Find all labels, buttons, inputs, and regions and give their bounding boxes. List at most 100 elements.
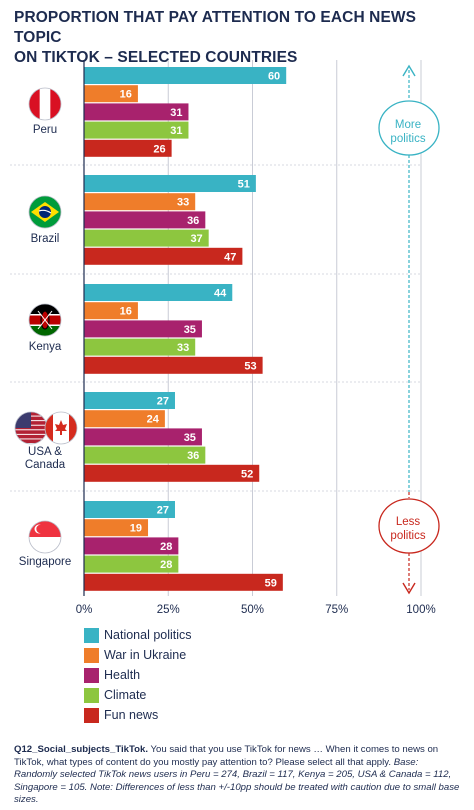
bar-value-label: 33 bbox=[177, 197, 189, 209]
question-text: You said that you use TikTok for news … … bbox=[14, 744, 439, 768]
bar bbox=[84, 284, 233, 301]
bar-value-label: 19 bbox=[130, 523, 142, 535]
bar bbox=[84, 211, 206, 229]
bar bbox=[84, 103, 189, 121]
bar bbox=[84, 139, 172, 157]
chart-title-line-2: ON TIKTOK – SELECTED COUNTRIES bbox=[14, 49, 298, 66]
bar-value-label: 27 bbox=[157, 396, 169, 408]
less-politics-label: Less politics bbox=[384, 515, 432, 543]
more-politics-label: More politics bbox=[384, 118, 432, 146]
bar bbox=[84, 302, 138, 320]
country-label: Kenya bbox=[20, 341, 70, 354]
country-label-line: Brazil bbox=[30, 233, 60, 245]
country-label: USA & Canada bbox=[20, 446, 70, 472]
bar-chart: 0% 25% 50% 75% 100% 60 16 31 31 26 51 33 36 37 47 44 16 3… bbox=[10, 60, 440, 616]
country-label-line: Canada bbox=[24, 459, 66, 471]
legend-swatch bbox=[84, 688, 99, 703]
more-politics-line-2: politics bbox=[390, 133, 426, 145]
bar-value-label: 28 bbox=[160, 541, 172, 553]
legend-label: Fun news bbox=[104, 708, 159, 722]
bar bbox=[84, 356, 263, 374]
x-tick-label: 25% bbox=[157, 604, 180, 616]
country-label-line: Singapore bbox=[18, 556, 72, 568]
legend-swatch bbox=[84, 668, 99, 683]
bar-value-label: 52 bbox=[241, 468, 253, 480]
bar-value-label: 33 bbox=[177, 342, 189, 354]
bar bbox=[84, 555, 179, 573]
bar-value-label: 28 bbox=[160, 559, 172, 571]
bar-value-label: 24 bbox=[147, 414, 160, 426]
bar bbox=[84, 446, 206, 464]
bar-value-label: 27 bbox=[157, 505, 169, 517]
bar-value-label: 53 bbox=[244, 360, 256, 372]
bar-value-label: 51 bbox=[238, 179, 250, 191]
bar-value-label: 59 bbox=[265, 577, 277, 589]
x-tick-label: 0% bbox=[76, 604, 93, 616]
peru-flag-icon bbox=[29, 88, 61, 120]
country-label-line: USA & bbox=[28, 446, 62, 458]
bar-value-label: 31 bbox=[170, 107, 182, 119]
bar-value-label: 35 bbox=[184, 432, 196, 444]
bar bbox=[84, 320, 202, 338]
bar bbox=[84, 193, 196, 211]
flag-border bbox=[44, 411, 78, 445]
singapore-flag-icon bbox=[29, 521, 61, 553]
chart-title: PROPORTION THAT PAY ATTENTION TO EACH NE… bbox=[14, 8, 464, 68]
legend-label: Health bbox=[104, 668, 141, 682]
bar bbox=[84, 121, 189, 139]
flag-border bbox=[28, 87, 62, 121]
bar bbox=[84, 410, 165, 428]
less-politics-line-2: politics bbox=[390, 530, 426, 542]
base-note: Base: Randomly selected TikTok news user… bbox=[14, 756, 460, 806]
bar bbox=[84, 428, 202, 446]
bar-value-label: 37 bbox=[190, 233, 202, 245]
country-label: Singapore bbox=[12, 556, 78, 569]
bar-value-label: 47 bbox=[224, 251, 236, 263]
bar-value-label: 31 bbox=[170, 125, 182, 137]
x-tick-label: 50% bbox=[241, 604, 264, 616]
bar-value-label: 16 bbox=[120, 306, 132, 318]
bar bbox=[84, 247, 243, 265]
flag-border bbox=[28, 520, 62, 554]
bar bbox=[84, 175, 256, 192]
bar bbox=[84, 338, 196, 356]
x-tick-label: 75% bbox=[325, 604, 348, 616]
flag-border bbox=[28, 195, 62, 229]
question-id: Q12_Social_subjects_TikTok. bbox=[14, 744, 149, 755]
less-politics-line-1: Less bbox=[395, 516, 421, 528]
brazil-flag-icon bbox=[29, 196, 61, 228]
country-label-line: Kenya bbox=[28, 341, 62, 353]
bar-value-label: 60 bbox=[268, 71, 280, 83]
country-label: Brazil bbox=[20, 233, 70, 246]
bar bbox=[84, 67, 287, 84]
less-politics-arrowhead bbox=[402, 582, 416, 595]
bar-value-label: 35 bbox=[184, 324, 196, 336]
bar-value-label: 16 bbox=[120, 89, 132, 101]
flag-border bbox=[28, 303, 62, 337]
bar bbox=[84, 464, 260, 482]
bar bbox=[84, 537, 179, 555]
legend-swatch bbox=[84, 628, 99, 643]
bar-value-label: 36 bbox=[187, 450, 199, 462]
more-politics-line-1: More bbox=[394, 119, 422, 131]
chart-notes: Q12_Social_subjects_TikTok. You said tha… bbox=[14, 744, 460, 807]
bar-value-label: 26 bbox=[153, 143, 165, 155]
bar bbox=[84, 85, 138, 103]
bar bbox=[84, 229, 209, 247]
bar bbox=[84, 392, 175, 409]
chart-title-line-1: PROPORTION THAT PAY ATTENTION TO EACH NE… bbox=[14, 9, 417, 46]
bar bbox=[84, 501, 175, 518]
bar-value-label: 44 bbox=[214, 288, 227, 300]
country-label-line: Peru bbox=[32, 124, 58, 136]
bar-value-label: 36 bbox=[187, 215, 199, 227]
more-politics-arrowhead bbox=[402, 64, 416, 77]
x-tick-label: 100% bbox=[406, 604, 435, 616]
legend-label: National politics bbox=[104, 628, 192, 642]
legend-swatch bbox=[84, 648, 99, 663]
legend-label: Climate bbox=[104, 688, 147, 702]
bar bbox=[84, 573, 283, 591]
country-label: Peru bbox=[20, 124, 70, 137]
kenya-flag-icon bbox=[29, 304, 61, 336]
canada-flag-icon bbox=[45, 412, 77, 444]
legend-label: War in Ukraine bbox=[104, 648, 187, 662]
